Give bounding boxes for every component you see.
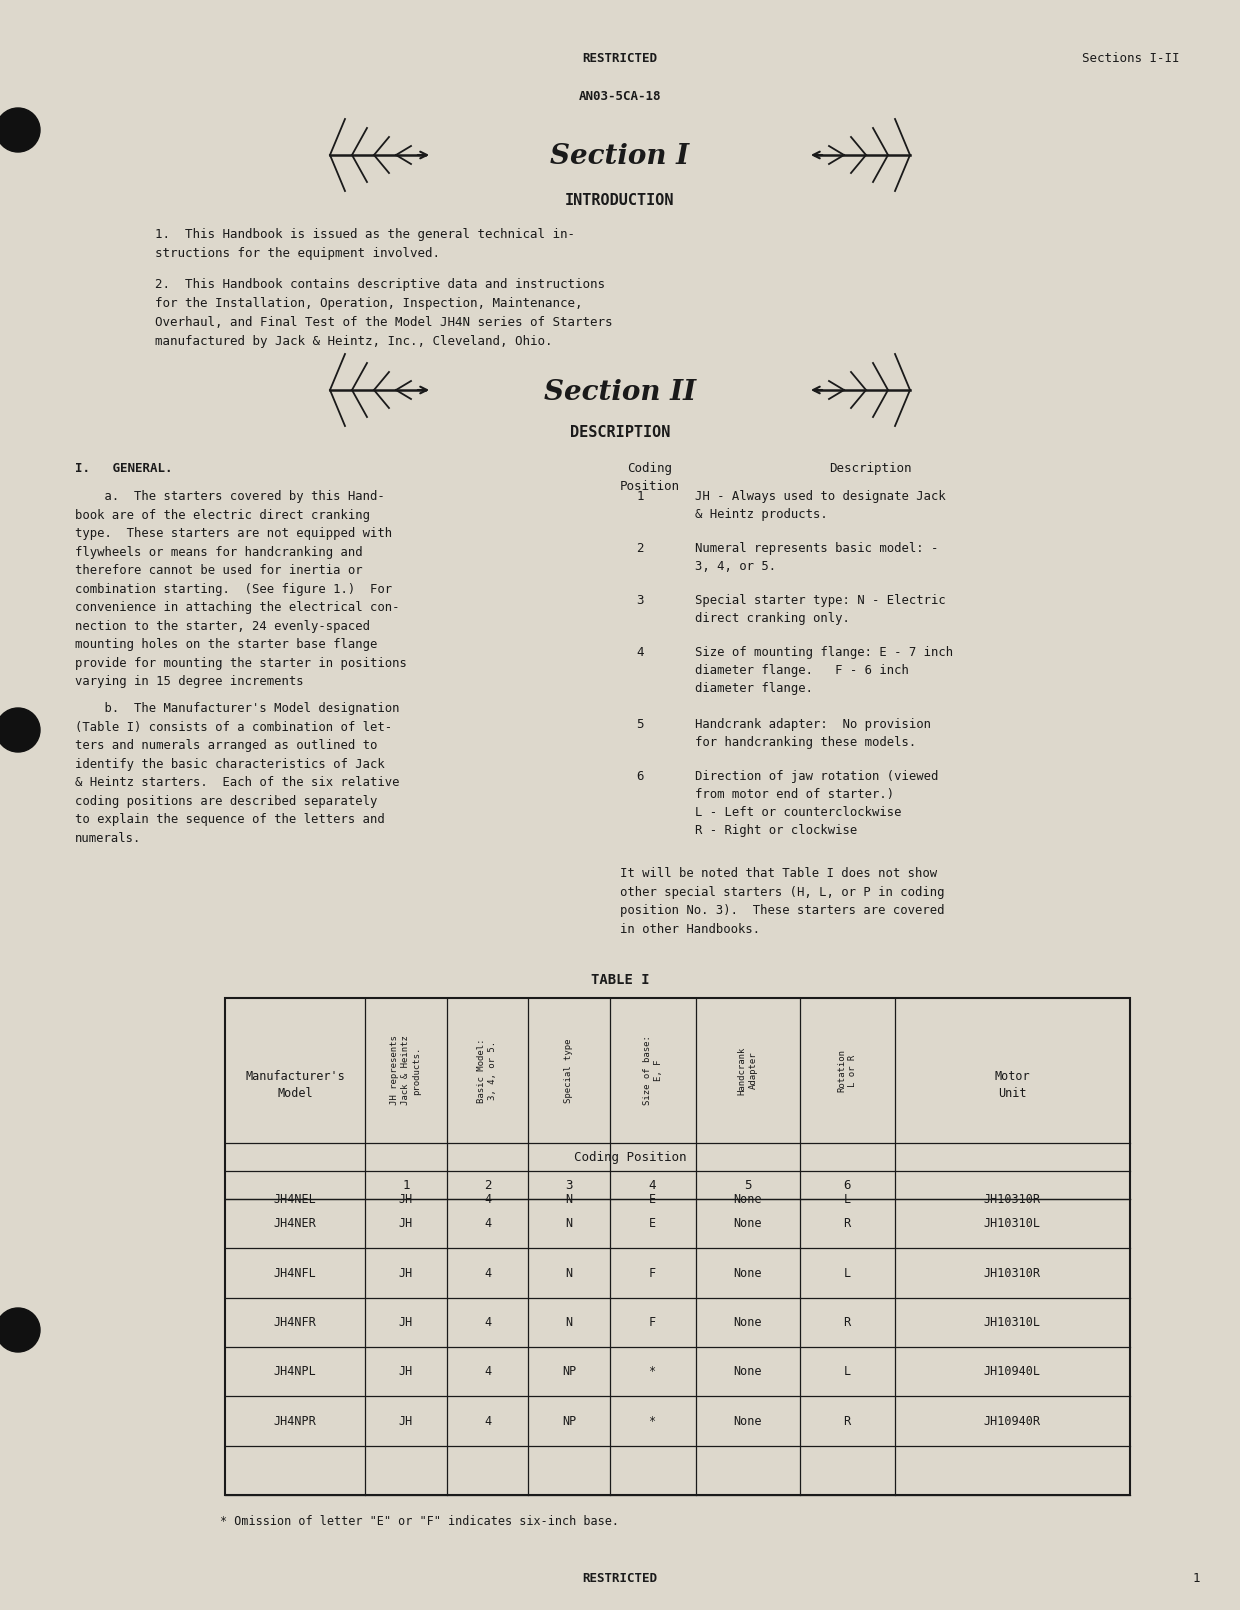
Text: 4: 4 [484, 1415, 491, 1428]
Text: None: None [733, 1193, 761, 1206]
Text: a.  The starters covered by this Hand-
book are of the electric direct cranking
: a. The starters covered by this Hand- bo… [74, 489, 407, 687]
Text: F: F [649, 1315, 656, 1328]
Text: 4: 4 [636, 646, 644, 658]
Text: L: L [843, 1193, 851, 1206]
Text: Direction of jaw rotation (viewed
from motor end of starter.)
L - Left or counte: Direction of jaw rotation (viewed from m… [694, 770, 939, 837]
Text: Description: Description [828, 462, 911, 475]
Text: JH4NPR: JH4NPR [274, 1415, 316, 1428]
Text: Sections I-II: Sections I-II [1083, 52, 1180, 64]
Text: Manufacturer's
Model: Manufacturer's Model [246, 1069, 345, 1100]
Text: JH: JH [399, 1415, 413, 1428]
Text: Coding Position: Coding Position [574, 1151, 686, 1164]
Text: 5: 5 [744, 1179, 751, 1191]
Text: NP: NP [562, 1415, 577, 1428]
Text: E: E [649, 1217, 656, 1230]
Text: 6: 6 [843, 1179, 851, 1191]
Text: 1: 1 [402, 1179, 409, 1191]
Text: Section II: Section II [544, 378, 696, 406]
Text: 4: 4 [484, 1365, 491, 1378]
Text: 6: 6 [636, 770, 644, 782]
Text: None: None [733, 1365, 761, 1378]
Text: R: R [843, 1415, 851, 1428]
Text: None: None [733, 1267, 761, 1280]
Text: 1: 1 [636, 489, 644, 502]
Text: JH: JH [399, 1365, 413, 1378]
Text: JH10940R: JH10940R [983, 1415, 1040, 1428]
Text: 4: 4 [484, 1217, 491, 1230]
Text: N: N [565, 1193, 573, 1206]
Text: *: * [649, 1365, 656, 1378]
Text: 4: 4 [649, 1179, 656, 1191]
Text: R: R [843, 1315, 851, 1328]
Text: E: E [649, 1193, 656, 1206]
Text: NP: NP [562, 1365, 577, 1378]
Text: JH10310L: JH10310L [983, 1217, 1040, 1230]
Text: Special starter type: N - Electric
direct cranking only.: Special starter type: N - Electric direc… [694, 594, 946, 625]
Text: JH4NFR: JH4NFR [274, 1315, 316, 1328]
Text: 4: 4 [484, 1315, 491, 1328]
Text: N: N [565, 1217, 573, 1230]
Text: R: R [843, 1217, 851, 1230]
Text: 1.  This Handbook is issued as the general technical in-
structions for the equi: 1. This Handbook is issued as the genera… [155, 229, 575, 259]
Text: Motor
Unit: Motor Unit [994, 1069, 1030, 1100]
Text: JH: JH [399, 1315, 413, 1328]
Text: Handcrank adapter:  No provision
for handcranking these models.: Handcrank adapter: No provision for hand… [694, 718, 931, 749]
Text: JH10310L: JH10310L [983, 1315, 1040, 1328]
Text: 3: 3 [636, 594, 644, 607]
Text: None: None [733, 1217, 761, 1230]
Text: JH: JH [399, 1217, 413, 1230]
Text: L: L [843, 1267, 851, 1280]
Text: Size of mounting flange: E - 7 inch
diameter flange.   F - 6 inch
diameter flang: Size of mounting flange: E - 7 inch diam… [694, 646, 954, 696]
Text: *: * [649, 1415, 656, 1428]
Text: JH10310R: JH10310R [983, 1267, 1040, 1280]
Text: 4: 4 [484, 1267, 491, 1280]
Text: * Omission of letter "E" or "F" indicates six-inch base.: * Omission of letter "E" or "F" indicate… [219, 1515, 619, 1528]
Text: Rotation
L or R: Rotation L or R [837, 1050, 857, 1092]
Text: TABLE I: TABLE I [590, 972, 650, 987]
Text: 2: 2 [636, 543, 644, 555]
Text: JH represents
Jack & Heintz
products.: JH represents Jack & Heintz products. [391, 1035, 422, 1106]
Circle shape [0, 1307, 40, 1352]
Text: JH - Always used to designate Jack
& Heintz products.: JH - Always used to designate Jack & Hei… [694, 489, 946, 522]
Text: JH10940L: JH10940L [983, 1365, 1040, 1378]
Text: INTRODUCTION: INTRODUCTION [565, 193, 675, 208]
Text: 4: 4 [484, 1193, 491, 1206]
Circle shape [0, 108, 40, 151]
Text: JH: JH [399, 1193, 413, 1206]
Text: 5: 5 [636, 718, 644, 731]
Text: DESCRIPTION: DESCRIPTION [570, 425, 670, 440]
Text: Section I: Section I [551, 143, 689, 171]
Text: JH4NFL: JH4NFL [274, 1267, 316, 1280]
Text: 2.  This Handbook contains descriptive data and instructions
for the Installatio: 2. This Handbook contains descriptive da… [155, 279, 613, 348]
Text: 1: 1 [1193, 1571, 1200, 1584]
Text: Handcrank
Adapter: Handcrank Adapter [738, 1046, 758, 1095]
Text: It will be noted that Table I does not show
other special starters (H, L, or P i: It will be noted that Table I does not s… [620, 868, 945, 935]
Text: RESTRICTED: RESTRICTED [583, 1571, 657, 1584]
Bar [224, 998, 1130, 1496]
Text: JH: JH [399, 1267, 413, 1280]
Text: 3: 3 [565, 1179, 573, 1191]
Text: b.  The Manufacturer's Model designation
(Table I) consists of a combination of : b. The Manufacturer's Model designation … [74, 702, 399, 845]
Text: JH4NEL: JH4NEL [274, 1193, 316, 1206]
Text: N: N [565, 1267, 573, 1280]
Text: JH10310R: JH10310R [983, 1193, 1040, 1206]
Text: Size of base:
E, F: Size of base: E, F [642, 1035, 662, 1106]
Text: AN03-5CA-18: AN03-5CA-18 [579, 90, 661, 103]
Text: 2: 2 [484, 1179, 491, 1191]
Text: Coding
Position: Coding Position [620, 462, 680, 493]
Circle shape [0, 708, 40, 752]
Text: RESTRICTED: RESTRICTED [583, 52, 657, 64]
Text: Numeral represents basic model: -
3, 4, or 5.: Numeral represents basic model: - 3, 4, … [694, 543, 939, 573]
Text: JH4NPL: JH4NPL [274, 1365, 316, 1378]
Text: L: L [843, 1365, 851, 1378]
Text: None: None [733, 1415, 761, 1428]
Text: None: None [733, 1315, 761, 1328]
Text: JH4NER: JH4NER [274, 1217, 316, 1230]
Text: F: F [649, 1267, 656, 1280]
Text: I.   GENERAL.: I. GENERAL. [74, 462, 172, 475]
Text: Basic Model:
3, 4, or 5.: Basic Model: 3, 4, or 5. [477, 1038, 497, 1103]
Text: N: N [565, 1315, 573, 1328]
Text: Special type: Special type [564, 1038, 573, 1103]
